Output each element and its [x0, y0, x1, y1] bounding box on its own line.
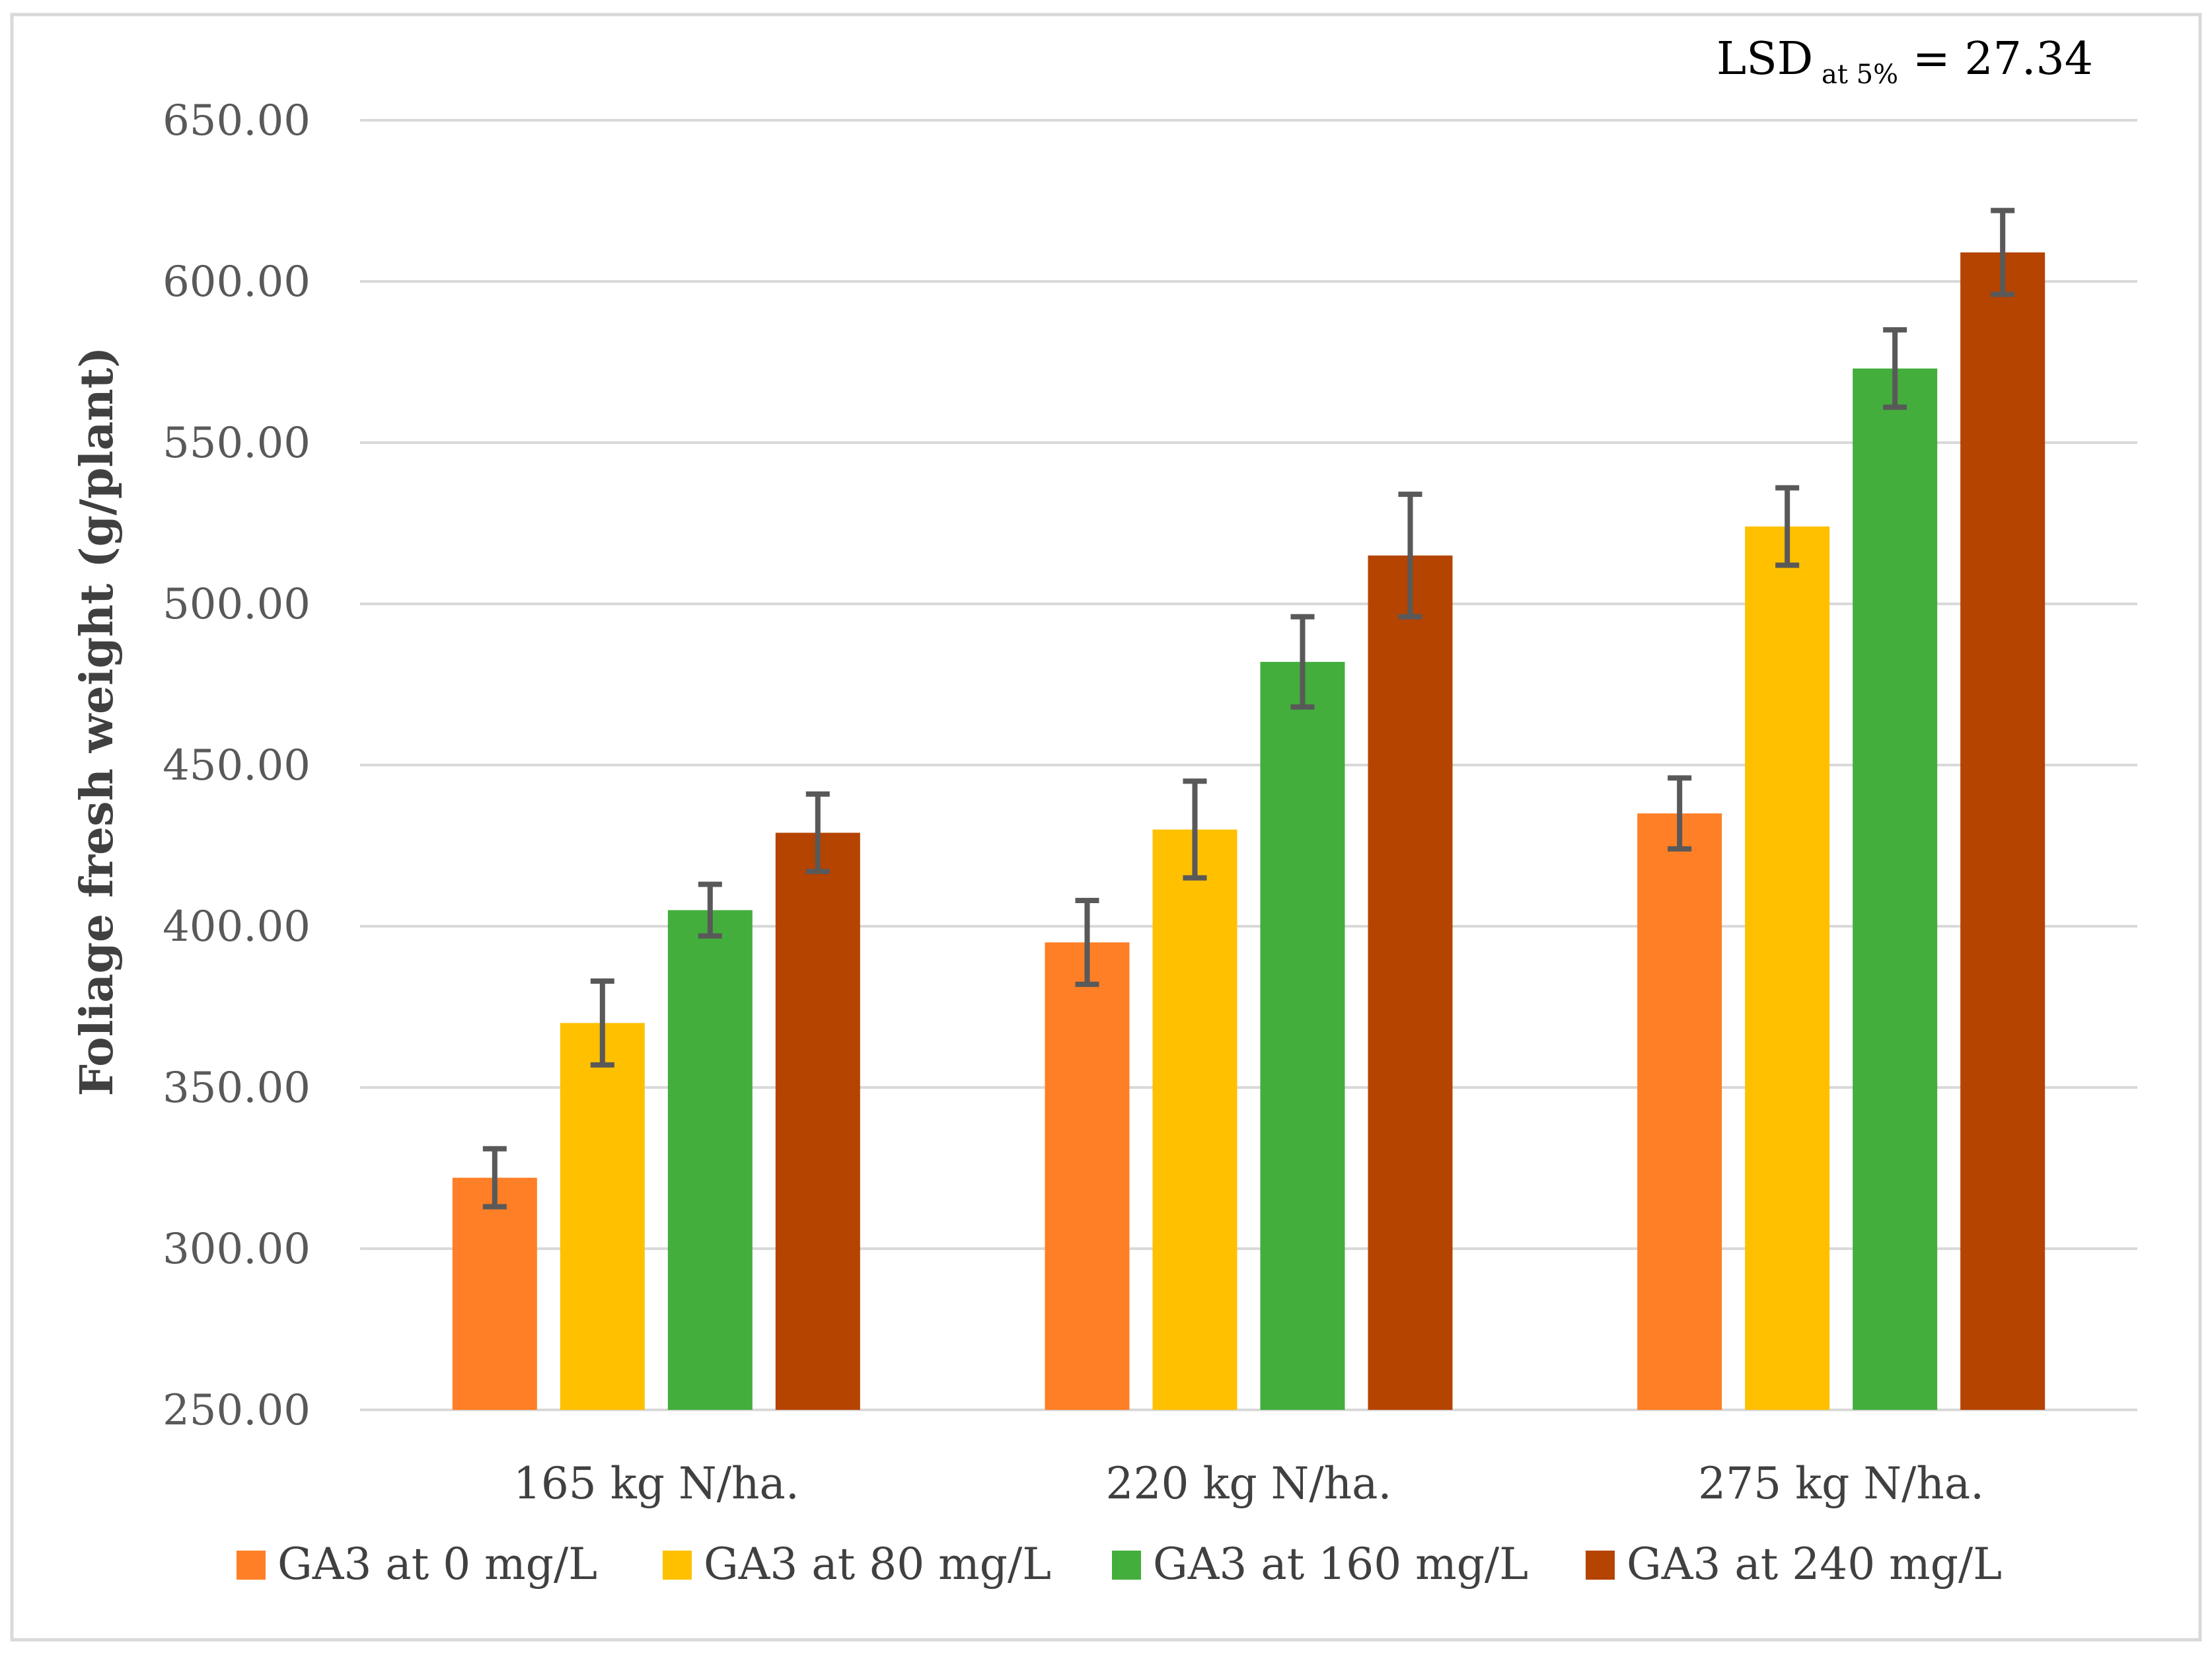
bar	[1260, 661, 1345, 1410]
bar	[1853, 368, 1938, 1410]
gridlines	[360, 119, 2137, 1411]
legend-swatch	[237, 1551, 266, 1580]
error-bar	[1883, 327, 1907, 410]
y-axis-label: Foliage fresh weight (g/plant)	[71, 347, 124, 1097]
legend-label: GA3 at 80 mg/L	[704, 1539, 1051, 1590]
x-axis-category-labels: 165 kg N/ha. 220 kg N/ha. 275 kg N/ha.	[513, 1458, 1984, 1509]
bars	[452, 252, 2046, 1411]
lsd-prefix: LSD	[1716, 33, 1813, 85]
legend-swatch	[1586, 1551, 1615, 1580]
legend-label: GA3 at 0 mg/L	[277, 1539, 597, 1590]
y-tick-label: 400.00	[163, 902, 311, 951]
y-tick-label: 350.00	[163, 1064, 311, 1113]
error-bar	[805, 791, 830, 875]
lsd-annotation: LSD at 5% = 27.34	[1716, 33, 2093, 90]
x-category-label: 220 kg N/ha.	[1106, 1458, 1392, 1509]
error-bars	[482, 207, 2015, 1210]
bar	[1368, 555, 1453, 1410]
error-bar	[1290, 614, 1315, 710]
error-bar	[698, 881, 722, 939]
legend-swatch	[663, 1551, 692, 1580]
y-tick-label: 550.00	[163, 419, 311, 468]
y-tick-label: 600.00	[163, 258, 311, 307]
y-tick-label: 300.00	[163, 1225, 311, 1274]
y-tick-label: 250.00	[163, 1386, 311, 1435]
error-bar	[1991, 207, 2015, 297]
error-bar	[1775, 485, 1800, 568]
bar	[560, 1023, 645, 1410]
legend: GA3 at 0 mg/L GA3 at 80 mg/L GA3 at 160 mg…	[237, 1539, 2002, 1590]
lsd-subscript: at 5%	[1813, 59, 1898, 90]
y-tick-label: 650.00	[163, 96, 311, 145]
bar	[452, 1177, 537, 1410]
bar	[667, 910, 753, 1410]
bar	[1745, 526, 1830, 1410]
x-category-label: 165 kg N/ha.	[513, 1458, 799, 1509]
error-bar	[1668, 775, 1692, 852]
x-category-label: 275 kg N/ha.	[1698, 1458, 1984, 1509]
bar	[1045, 942, 1130, 1410]
error-bar	[590, 978, 614, 1068]
bar	[775, 832, 860, 1410]
legend-label: GA3 at 160 mg/L	[1153, 1539, 1528, 1590]
error-bar	[1398, 492, 1422, 620]
bar	[1960, 252, 2046, 1411]
legend-item: GA3 at 160 mg/L	[1112, 1539, 1528, 1590]
error-bar	[1075, 897, 1099, 987]
legend-swatch	[1112, 1551, 1141, 1580]
legend-item: GA3 at 0 mg/L	[237, 1539, 597, 1590]
legend-item: GA3 at 80 mg/L	[663, 1539, 1051, 1590]
bar	[1152, 829, 1237, 1410]
error-bar	[1183, 778, 1207, 881]
y-tick-label: 450.00	[163, 741, 311, 790]
legend-label: GA3 at 240 mg/L	[1627, 1539, 2002, 1590]
y-tick-label: 500.00	[163, 580, 311, 629]
error-bar	[482, 1146, 507, 1210]
lsd-value: = 27.34	[1898, 33, 2093, 85]
legend-item: GA3 at 240 mg/L	[1586, 1539, 2002, 1590]
bar	[1637, 813, 1722, 1410]
y-axis-tick-labels: 250.00 300.00 350.00 400.00 450.00 500.00 550.…	[163, 96, 311, 1435]
